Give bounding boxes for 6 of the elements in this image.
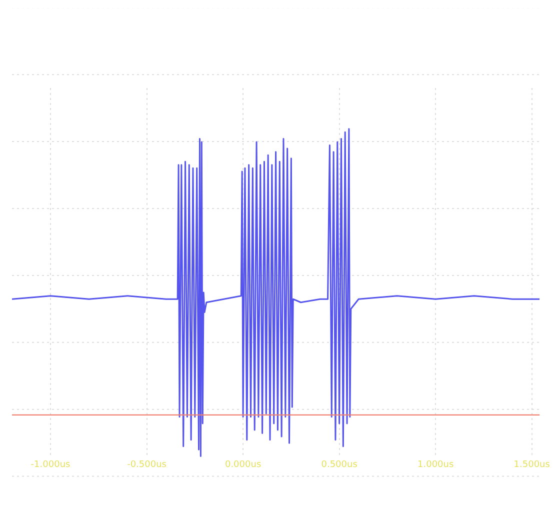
x-tick-label: -1.000us bbox=[30, 460, 71, 470]
x-tick-label: 0.000us bbox=[224, 460, 262, 470]
x-tick-label: 1.500us bbox=[514, 460, 550, 470]
x-tick-label: 1.000us bbox=[418, 460, 454, 470]
x-tick-label: 0.500us bbox=[321, 460, 358, 470]
x-tick-label: -0.500us bbox=[127, 460, 167, 470]
